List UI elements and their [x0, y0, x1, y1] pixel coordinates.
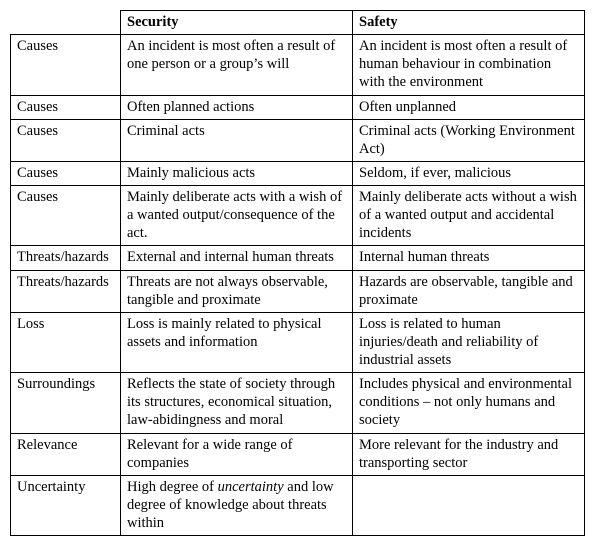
row-label: Causes — [11, 186, 121, 246]
table-row: Causes Mainly deliberate acts with a wis… — [11, 186, 585, 246]
table-row: Relevance Relevant for a wide range of c… — [11, 433, 585, 475]
cell-safety: Loss is related to human injuries/death … — [353, 312, 585, 372]
cell-security: Mainly malicious acts — [121, 161, 353, 185]
row-label: Loss — [11, 312, 121, 372]
comparison-table: Security Safety Causes An incident is mo… — [10, 10, 585, 536]
row-label: Causes — [11, 119, 121, 161]
row-label: Causes — [11, 161, 121, 185]
table-row: Threats/hazards Threats are not always o… — [11, 270, 585, 312]
cell-safety: Hazards are observable, tangible and pro… — [353, 270, 585, 312]
header-row: Security Safety — [11, 11, 585, 35]
row-label: Threats/hazards — [11, 270, 121, 312]
table-row: Causes Mainly malicious acts Seldom, if … — [11, 161, 585, 185]
header-safety: Safety — [353, 11, 585, 35]
table-row: Loss Loss is mainly related to physical … — [11, 312, 585, 372]
table-row: Causes Criminal acts Criminal acts (Work… — [11, 119, 585, 161]
cell-security: High degree of uncertainty and low degre… — [121, 475, 353, 535]
row-label: Causes — [11, 35, 121, 95]
uncertainty-em: uncertainty — [218, 479, 284, 495]
cell-security: Criminal acts — [121, 119, 353, 161]
row-label: Causes — [11, 95, 121, 119]
cell-safety: Criminal acts (Working Environment Act) — [353, 119, 585, 161]
cell-safety — [353, 475, 585, 535]
row-label: Uncertainty — [11, 475, 121, 535]
table-row: Causes Often planned actions Often unpla… — [11, 95, 585, 119]
row-label: Threats/hazards — [11, 246, 121, 270]
cell-safety: Often unplanned — [353, 95, 585, 119]
cell-safety: An incident is most often a result of hu… — [353, 35, 585, 95]
cell-safety: Seldom, if ever, malicious — [353, 161, 585, 185]
cell-security: External and internal human threats — [121, 246, 353, 270]
cell-security: Loss is mainly related to physical asset… — [121, 312, 353, 372]
table-row: Threats/hazards External and internal hu… — [11, 246, 585, 270]
row-label: Surroundings — [11, 373, 121, 433]
uncertainty-pre: High degree of — [127, 479, 218, 495]
table-row: Causes An incident is most often a resul… — [11, 35, 585, 95]
cell-safety: More relevant for the industry and trans… — [353, 433, 585, 475]
cell-safety: Internal human threats — [353, 246, 585, 270]
cell-security: Mainly deliberate acts with a wish of a … — [121, 186, 353, 246]
cell-security: Relevant for a wide range of companies — [121, 433, 353, 475]
cell-security: An incident is most often a result of on… — [121, 35, 353, 95]
table-row: Uncertainty High degree of uncertainty a… — [11, 475, 585, 535]
cell-safety: Mainly deliberate acts without a wish of… — [353, 186, 585, 246]
cell-security: Reflects the state of society through it… — [121, 373, 353, 433]
cell-security: Often planned actions — [121, 95, 353, 119]
header-security: Security — [121, 11, 353, 35]
cell-security: Threats are not always observable, tangi… — [121, 270, 353, 312]
row-label: Relevance — [11, 433, 121, 475]
header-empty — [11, 11, 121, 35]
cell-safety: Includes physical and environmental cond… — [353, 373, 585, 433]
table-row: Surroundings Reflects the state of socie… — [11, 373, 585, 433]
